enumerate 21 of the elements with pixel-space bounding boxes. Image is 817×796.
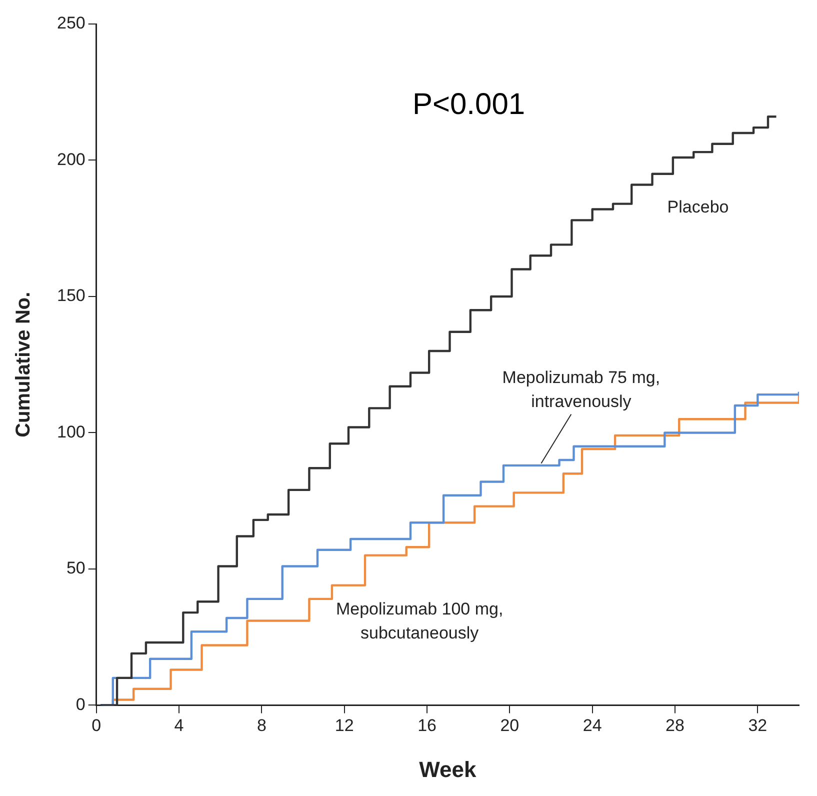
- x-tick-label: 12: [334, 716, 354, 736]
- y-tick-label: 0: [76, 694, 86, 714]
- series-label: Mepolizumab 75 mg, intravenously: [502, 368, 660, 411]
- y-tick-label: 50: [66, 558, 86, 578]
- x-tick-label: 0: [92, 716, 102, 736]
- y-tick-label: 250: [56, 14, 86, 33]
- x-tick-label: 4: [174, 716, 184, 736]
- x-tick-label: 24: [582, 716, 602, 736]
- series-label: Mepolizumab 100 mg, subcutaneously: [336, 600, 504, 643]
- x-tick-label: 20: [500, 716, 520, 736]
- x-axis-title: Week: [419, 756, 477, 782]
- annotation: P<0.001: [412, 88, 526, 122]
- x-tick-label: 32: [748, 716, 768, 736]
- x-tick-label: 8: [256, 716, 266, 736]
- x-tick-label: 28: [666, 716, 684, 736]
- y-tick-label: 150: [56, 286, 86, 306]
- y-tick-label: 200: [56, 150, 86, 169]
- series-label: Placebo: [667, 198, 729, 217]
- x-tick-label: 16: [418, 716, 436, 736]
- y-axis-title: Cumulative No.: [12, 292, 35, 438]
- y-tick-label: 100: [56, 422, 86, 442]
